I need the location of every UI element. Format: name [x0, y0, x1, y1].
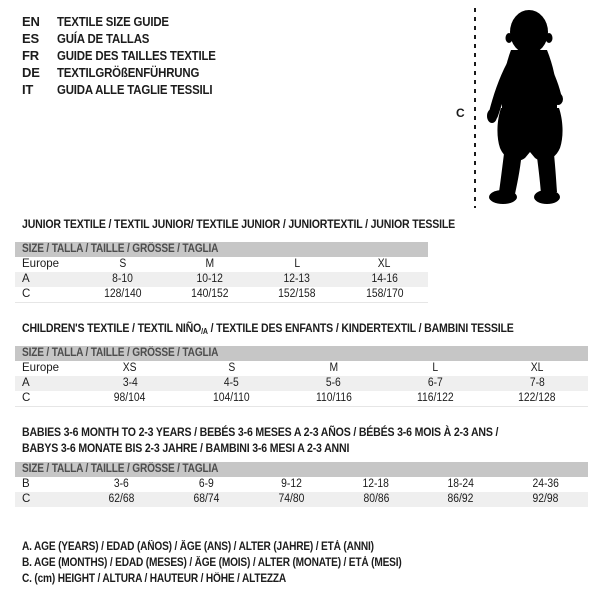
table-row-age: A 8-10 10-12 12-13 14-16: [15, 272, 428, 287]
cell: 122/128: [518, 392, 556, 404]
table-header-band: SIZE / TALLA / TAILLE / GRÖSSE / TAGLIA: [15, 346, 588, 361]
section-title-text: CHILDREN'S TEXTILE / TEXTIL NIÑO/A / TEX…: [22, 321, 514, 336]
row-label: Europe: [22, 362, 60, 374]
cell: 92/98: [532, 493, 559, 505]
language-code: ES: [22, 31, 39, 46]
cell: 10-12: [196, 273, 224, 285]
cell: 24-36: [532, 478, 559, 490]
cell: M: [205, 258, 215, 270]
cell: S: [119, 258, 127, 270]
footnote-b: B. AGE (MONTHS) / EDAD (MESES) / ÂGE (MO…: [22, 557, 402, 569]
table-row-height: C 128/140 140/152 152/158 158/170: [15, 287, 428, 302]
footnote-c: C. (cm) HEIGHT / ALTURA / HAUTEUR / HÖHE…: [22, 573, 287, 585]
row-label: A: [22, 273, 30, 285]
language-title: TEXTILE SIZE GUIDE: [57, 14, 169, 29]
cell: XS: [122, 362, 137, 374]
section-title-junior: JUNIOR TEXTILE / TEXTIL JUNIOR/ TEXTILE …: [22, 217, 514, 231]
row-label: Europe: [22, 258, 60, 270]
cell: L: [294, 258, 301, 270]
toddler-silhouette-icon: [487, 10, 563, 204]
cell: 86/92: [447, 493, 474, 505]
row-label: C: [22, 392, 31, 404]
cell: 152/158: [278, 288, 316, 300]
footnote-a: A. AGE (YEARS) / EDAD (AÑOS) / ÂGE (ANS)…: [22, 541, 374, 553]
cell: 68/74: [193, 493, 220, 505]
table-row-age: A 3-4 4-5 5-6 6-7 7-8: [15, 376, 588, 391]
language-title: GUIDA ALLE TAGLIE TESSILI: [57, 82, 213, 97]
cell: 14-16: [371, 273, 398, 285]
language-list: EN TEXTILE SIZE GUIDE ES GUÍA DE TALLAS FR…: [22, 13, 237, 98]
cell: 4-5: [224, 377, 240, 389]
table-row-height: C 62/68 68/74 74/80 80/86 86/92 92/98: [15, 492, 588, 507]
language-row: EN TEXTILE SIZE GUIDE: [22, 13, 237, 30]
babies-size-table: SIZE / TALLA / TAILLE / GRÖSSE / TAGLIA …: [15, 462, 588, 507]
cell: 74/80: [278, 493, 305, 505]
children-size-table: SIZE / TALLA / TAILLE / GRÖSSE / TAGLIA …: [15, 346, 588, 407]
language-row: ES GUÍA DE TALLAS: [22, 30, 237, 47]
cell: 18-24: [447, 478, 474, 490]
cell: 7-8: [529, 377, 545, 389]
table-row-europe: Europe XS S M L XL: [15, 361, 588, 376]
cell: 98/104: [114, 392, 146, 404]
section-title-line1: BABIES 3-6 MONTH TO 2-3 YEARS / BEBÉS 3-…: [22, 425, 499, 439]
cell: 80/86: [362, 493, 389, 505]
language-code: FR: [22, 48, 39, 63]
language-title: TEXTILGRÖßENFÜHRUNG: [57, 65, 200, 80]
section-title-text: JUNIOR TEXTILE / TEXTIL JUNIOR/ TEXTILE …: [22, 217, 455, 231]
table-header-text: SIZE / TALLA / TAILLE / GRÖSSE / TAGLIA: [22, 463, 219, 475]
cell: L: [432, 362, 439, 374]
row-label: C: [22, 493, 31, 505]
language-code: IT: [22, 82, 34, 97]
cell: 158/170: [365, 288, 404, 300]
row-label: C: [22, 288, 31, 300]
language-code: EN: [22, 14, 40, 29]
language-row: IT GUIDA ALLE TAGLIE TESSILI: [22, 81, 237, 98]
cell: 104/110: [213, 392, 251, 404]
cell: M: [329, 362, 338, 374]
section-title-children: CHILDREN'S TEXTILE / TEXTIL NIÑO/A / TEX…: [22, 321, 581, 336]
row-label: B: [22, 478, 30, 490]
cell: 62/68: [108, 493, 135, 505]
cell: 3-4: [122, 377, 138, 389]
cell: 9-12: [280, 478, 302, 490]
table-header-band: SIZE / TALLA / TAILLE / GRÖSSE / TAGLIA: [15, 242, 428, 257]
subscript: /A: [201, 327, 208, 336]
cell: 5-6: [326, 377, 341, 389]
table-row-months: B 3-6 6-9 9-12 12-18 18-24 24-36: [15, 477, 588, 492]
junior-size-table: SIZE / TALLA / TAILLE / GRÖSSE / TAGLIA …: [15, 242, 428, 303]
cell: 8-10: [112, 273, 133, 285]
cell: 140/152: [191, 288, 229, 300]
cell: S: [228, 362, 236, 374]
table-row-height: C 98/104 104/110 110/116 116/122 122/128: [15, 391, 588, 406]
height-measure-label: C: [456, 106, 465, 120]
cell: XL: [378, 258, 391, 270]
footnotes: A. AGE (YEARS) / EDAD (AÑOS) / ÂGE (ANS)…: [22, 539, 453, 587]
table-header-band: SIZE / TALLA / TAILLE / GRÖSSE / TAGLIA: [15, 462, 588, 477]
table-header-text: SIZE / TALLA / TAILLE / GRÖSSE / TAGLIA: [22, 243, 219, 255]
height-dashed-line: [474, 8, 476, 208]
language-code: DE: [22, 65, 40, 80]
cell: XL: [530, 362, 544, 374]
table-row-europe: Europe S M L XL: [15, 257, 428, 272]
language-title: GUIDE DES TAILLES TEXTILE: [57, 48, 216, 63]
language-row: FR GUIDE DES TAILLES TEXTILE: [22, 47, 237, 64]
cell: 6-7: [427, 377, 443, 389]
section-title-line2: BABYS 3-6 MONATE BIS 2-3 JAHRE / BAMBINI…: [22, 441, 350, 455]
cell: 3-6: [113, 478, 129, 490]
cell: 6-9: [198, 478, 214, 490]
language-title: GUÍA DE TALLAS: [57, 31, 150, 46]
section-title-babies: BABIES 3-6 MONTH TO 2-3 YEARS / BEBÉS 3-…: [22, 424, 563, 456]
cell: 128/140: [103, 288, 142, 300]
cell: 116/122: [416, 392, 454, 404]
table-header-text: SIZE / TALLA / TAILLE / GRÖSSE / TAGLIA: [22, 347, 219, 359]
cell: 110/116: [315, 392, 352, 404]
cell: 12-18: [362, 478, 390, 490]
row-label: A: [22, 377, 30, 389]
language-row: DE TEXTILGRÖßENFÜHRUNG: [22, 64, 237, 81]
cell: 12-13: [283, 273, 311, 285]
